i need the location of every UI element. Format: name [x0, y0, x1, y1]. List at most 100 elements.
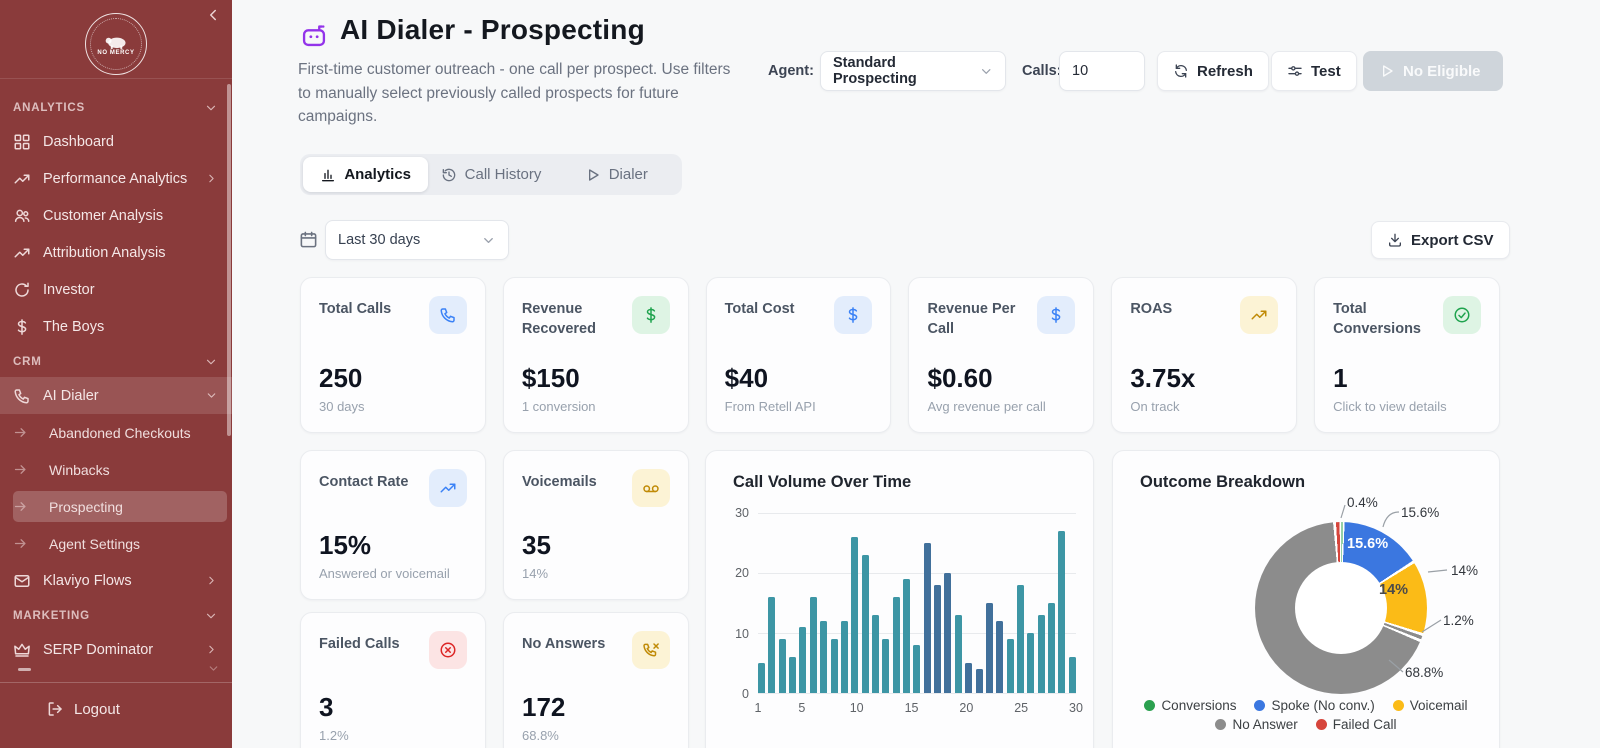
refresh-button[interactable]: Refresh — [1157, 51, 1269, 91]
bar[interactable] — [1006, 639, 1014, 693]
divider — [0, 682, 232, 683]
no-eligible-label: No Eligible — [1403, 62, 1481, 80]
sidebar-item-investor[interactable]: Investor — [0, 271, 232, 308]
bar[interactable] — [1058, 531, 1066, 693]
stat-card-total-conversions[interactable]: Total Conversions 1 Click to view detail… — [1314, 277, 1500, 433]
bar[interactable] — [758, 663, 765, 693]
calls-label: Calls: — [1022, 63, 1062, 79]
bear-logo-icon — [105, 37, 126, 49]
bar[interactable] — [1027, 633, 1035, 693]
calls-input[interactable] — [1059, 51, 1145, 91]
legend-item-spoke-no-conv[interactable]: Spoke (No conv.) — [1254, 698, 1375, 713]
bar[interactable] — [903, 579, 911, 693]
legend-item-voicemail[interactable]: Voicemail — [1392, 698, 1468, 713]
sidebar-item-performance-analytics[interactable]: Performance Analytics — [0, 160, 232, 197]
sidebar-item-dashboard[interactable]: Dashboard — [0, 123, 232, 160]
nav-section-marketing[interactable]: MARKETING — [0, 599, 232, 631]
sidebar-scrollbar[interactable] — [227, 84, 231, 436]
sidebar-item-the-boys[interactable]: The Boys — [0, 308, 232, 345]
tab-call-history[interactable]: Call History — [428, 157, 553, 192]
sidebar-item-winbacks[interactable]: Winbacks — [0, 451, 232, 488]
bar[interactable] — [996, 621, 1004, 693]
donut-chart[interactable] — [1255, 522, 1427, 694]
bar[interactable] — [1048, 603, 1056, 693]
xcircle-icon — [439, 641, 457, 659]
legend-label: Voicemail — [1409, 698, 1468, 713]
bar[interactable] — [778, 639, 786, 693]
x-axis-tick: 1 — [754, 701, 762, 715]
sidebar-item-prospecting[interactable]: Prospecting — [0, 488, 232, 525]
stat-card-total-cost[interactable]: Total Cost $40 From Retell API — [705, 277, 892, 433]
stat-card-voicemails[interactable]: Voicemails 35 14% — [503, 450, 689, 600]
bar[interactable] — [882, 639, 890, 693]
bar[interactable] — [830, 639, 838, 693]
tab-analytics[interactable]: Analytics — [303, 157, 429, 192]
legend-item-failed-call[interactable]: Failed Call — [1315, 717, 1397, 732]
bar[interactable] — [985, 603, 993, 693]
stat-card-subtext: From Retell API — [724, 399, 816, 414]
export-csv-button[interactable]: Export CSV — [1371, 221, 1510, 259]
stat-card-title: Failed Calls — [319, 636, 400, 652]
stat-card-contact-rate[interactable]: Contact Rate 15% Answered or voicemail — [300, 450, 486, 600]
test-button[interactable]: Test — [1271, 51, 1357, 91]
bar[interactable] — [871, 615, 879, 693]
bar[interactable] — [1068, 657, 1076, 693]
bar[interactable] — [975, 669, 983, 693]
call-volume-chart-card: Call Volume Over Time 0 10 20 30 1 5 10 15 20 25… — [705, 450, 1094, 748]
bar[interactable] — [913, 645, 921, 693]
stat-card-revenue-recovered[interactable]: Revenue Recovered $150 1 conversion — [502, 277, 689, 433]
tab-dialer[interactable]: Dialer — [554, 157, 679, 192]
bar[interactable] — [944, 573, 952, 693]
nav-section-analytics[interactable]: ANALYTICS — [0, 91, 232, 123]
bar[interactable] — [851, 537, 859, 693]
bar[interactable] — [1037, 615, 1045, 693]
sidebar-item-klaviyo-flows[interactable]: Klaviyo Flows — [0, 562, 232, 599]
sidebar-item-abandoned-checkouts[interactable]: Abandoned Checkouts — [0, 414, 232, 451]
agent-select[interactable]: Standard Prospecting — [820, 51, 1006, 91]
page-subtitle: First-time customer outreach - one call … — [298, 61, 731, 126]
legend-item-conversions[interactable]: Conversions — [1144, 698, 1236, 713]
stat-card-failed-calls[interactable]: Failed Calls 3 1.2% — [300, 612, 486, 748]
sidebar-collapse-icon[interactable] — [204, 6, 222, 24]
date-range-select[interactable]: Last 30 days — [325, 220, 509, 260]
stat-card-value: 172 — [522, 692, 566, 722]
stat-card-title: No Answers — [522, 636, 606, 652]
sidebar-item-serp-dominator[interactable]: SERP Dominator — [0, 631, 232, 668]
bar[interactable] — [1016, 585, 1024, 693]
bar[interactable] — [840, 621, 848, 693]
sidebar-item-customer-analysis[interactable]: Customer Analysis — [0, 197, 232, 234]
sidebar-item-label: Agent Settings — [49, 535, 141, 552]
stat-card-revenue-per-call[interactable]: Revenue Per Call $0.60 Avg revenue per c… — [908, 277, 1095, 433]
nav-section-crm[interactable]: CRM — [0, 345, 232, 377]
bar[interactable] — [965, 663, 973, 693]
logout-button[interactable]: Logout — [0, 690, 232, 728]
trend-icon — [13, 244, 31, 262]
bar[interactable] — [923, 543, 931, 693]
legend-row: No Answer Failed Call — [1215, 717, 1397, 732]
bar[interactable] — [789, 657, 797, 693]
stat-card-no-answers[interactable]: No Answers 172 68.8% — [503, 612, 689, 748]
legend-item-no-answer[interactable]: No Answer — [1215, 717, 1298, 732]
bar[interactable] — [934, 585, 942, 693]
stat-card-title: Total Calls — [319, 301, 392, 317]
legend-label: Conversions — [1161, 698, 1237, 713]
chevron-right-icon — [205, 643, 218, 656]
bar[interactable] — [820, 621, 828, 693]
refresh-icon — [1173, 63, 1189, 79]
no-eligible-button[interactable]: No Eligible — [1363, 51, 1503, 91]
sidebar-item-agent-settings[interactable]: Agent Settings — [0, 525, 232, 562]
history-icon — [441, 167, 457, 183]
bar[interactable] — [861, 555, 869, 693]
stat-card-subtext: On track — [1130, 399, 1180, 414]
bar[interactable] — [768, 597, 776, 693]
bar[interactable] — [954, 615, 962, 693]
donut-inner-label-blue: 15.6% — [1347, 536, 1389, 552]
sidebar-item-attribution-analysis[interactable]: Attribution Analysis — [0, 234, 232, 271]
stat-card-title: Total Conversions — [1333, 301, 1421, 337]
bar[interactable] — [809, 597, 817, 693]
bar[interactable] — [799, 627, 807, 693]
stat-card-total-calls[interactable]: Total Calls 250 30 days — [300, 277, 486, 433]
sidebar-item-ai-dialer[interactable]: AI Dialer — [0, 377, 232, 414]
stat-card-roas[interactable]: ROAS 3.75x On track — [1111, 277, 1298, 433]
bar[interactable] — [892, 597, 900, 693]
